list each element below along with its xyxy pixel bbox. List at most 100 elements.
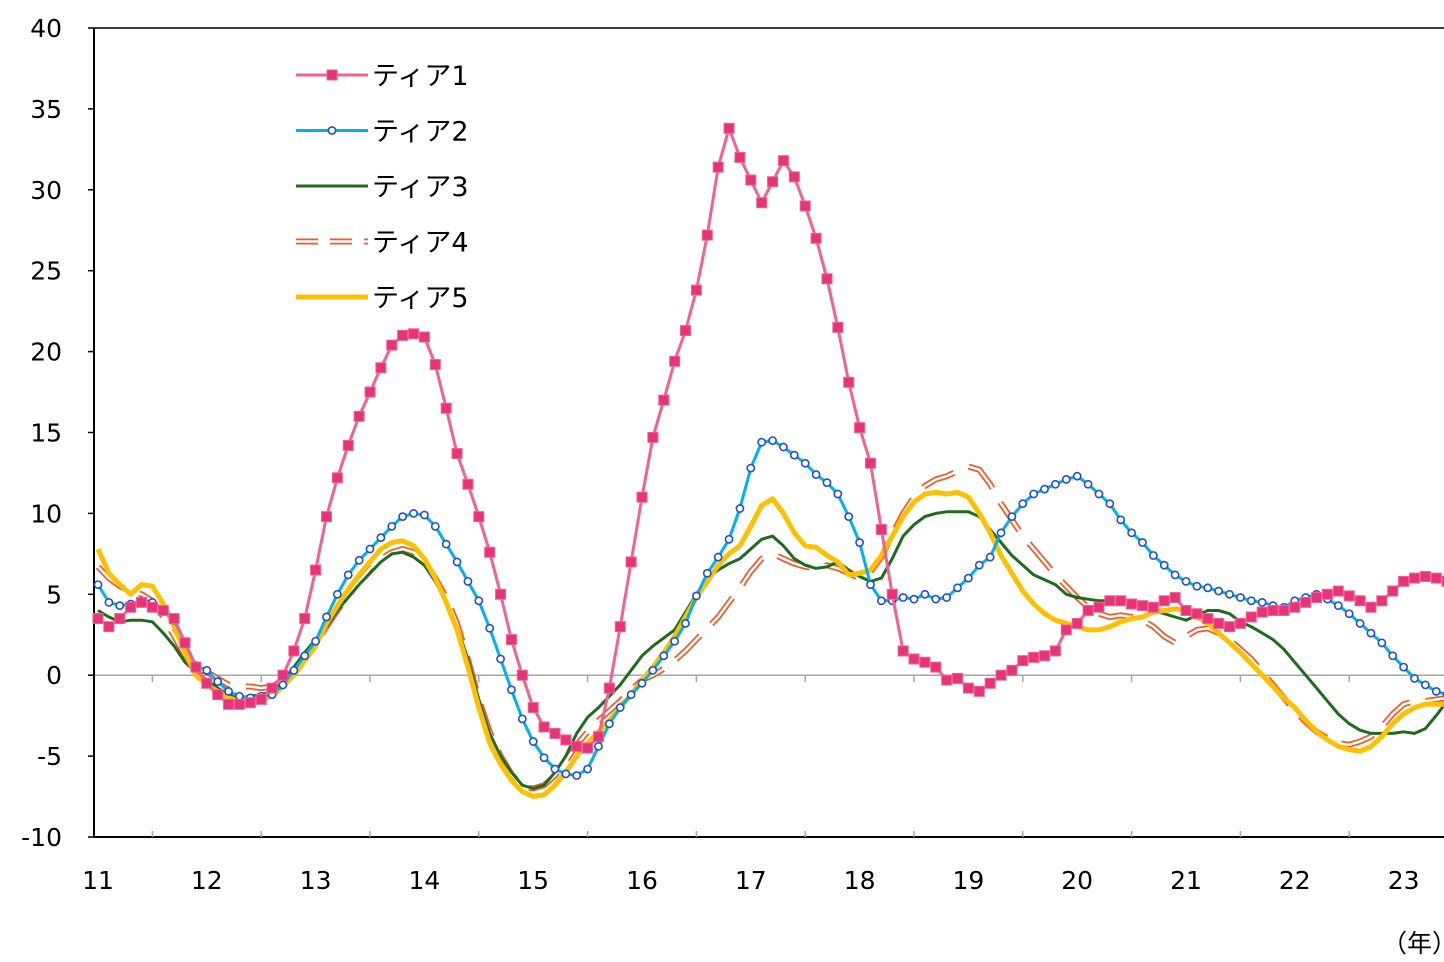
data-point	[233, 698, 245, 710]
data-point	[255, 693, 267, 705]
y-tick-label: 0	[46, 661, 62, 690]
data-point	[485, 623, 495, 633]
data-point	[788, 171, 800, 183]
data-point	[125, 601, 137, 613]
data-point	[1408, 572, 1420, 584]
data-point	[212, 689, 224, 701]
data-point	[343, 570, 353, 580]
y-tick-label: 20	[30, 338, 62, 367]
data-point	[757, 437, 767, 447]
data-point	[996, 528, 1006, 538]
data-point	[647, 431, 659, 443]
data-point	[289, 665, 299, 675]
data-point	[1116, 515, 1126, 525]
data-point	[604, 719, 614, 729]
data-point	[550, 764, 560, 774]
data-point	[745, 174, 757, 186]
data-point	[800, 458, 810, 468]
data-point	[1236, 593, 1245, 602]
y-tick-label: 5	[46, 580, 62, 609]
data-point	[1256, 606, 1268, 618]
data-point	[1039, 650, 1051, 662]
data-point	[1071, 617, 1083, 629]
y-tick-label: 10	[30, 499, 62, 528]
data-point	[702, 568, 712, 578]
data-point	[1245, 611, 1257, 623]
data-point	[419, 510, 429, 520]
legend-label: ティア5	[372, 283, 469, 314]
data-point	[648, 665, 658, 675]
data-point	[822, 478, 832, 488]
series-line	[96, 439, 1444, 777]
data-point	[1029, 489, 1039, 499]
data-point	[516, 669, 528, 681]
data-point	[1311, 592, 1323, 604]
legend: ティア1 ティア2 ティア3 ティア4 ティア5	[296, 61, 469, 314]
data-point	[669, 355, 681, 367]
data-point	[821, 273, 833, 285]
data-point	[484, 546, 496, 558]
data-point	[1431, 686, 1441, 696]
data-point	[603, 682, 615, 694]
data-point	[1332, 585, 1344, 597]
x-tick-label: 12	[191, 866, 223, 895]
data-point	[1158, 595, 1170, 607]
data-point	[854, 422, 866, 434]
data-point	[941, 674, 953, 686]
data-point	[680, 325, 692, 337]
data-point	[909, 594, 919, 604]
data-point	[614, 621, 626, 633]
data-point	[724, 534, 734, 544]
legend-label: ティア4	[372, 228, 469, 259]
data-point	[898, 593, 908, 602]
data-point	[844, 512, 854, 522]
data-point	[582, 742, 594, 754]
data-point	[1017, 655, 1029, 667]
data-point	[875, 524, 887, 536]
data-point	[332, 589, 342, 599]
y-tick-label: 15	[30, 419, 62, 448]
y-tick-label: -5	[37, 742, 62, 771]
y-tick-label: 25	[30, 257, 62, 286]
data-point	[179, 637, 191, 649]
data-point	[387, 521, 397, 531]
data-point	[1006, 664, 1018, 676]
data-point	[376, 533, 386, 543]
data-point	[1148, 551, 1158, 560]
data-point	[1126, 598, 1138, 610]
data-point	[1181, 576, 1191, 586]
data-point	[810, 232, 822, 244]
data-point	[626, 690, 636, 700]
data-point	[527, 702, 539, 714]
y-tick-label: 30	[30, 176, 62, 205]
data-point	[864, 457, 876, 469]
data-point	[103, 621, 115, 633]
data-point	[1138, 538, 1147, 547]
data-point	[463, 576, 473, 586]
data-point	[365, 544, 375, 554]
data-point	[1430, 572, 1442, 584]
data-point	[1214, 586, 1224, 596]
data-point	[1387, 585, 1399, 597]
legend-label: ティア2	[372, 117, 469, 148]
data-point	[973, 685, 985, 697]
data-point	[462, 478, 474, 490]
data-point	[1083, 479, 1093, 489]
data-point	[855, 538, 864, 547]
data-point	[136, 596, 148, 608]
data-point	[1257, 597, 1267, 607]
data-point	[1388, 651, 1398, 661]
x-tick-label: 19	[952, 866, 984, 895]
data-point	[734, 151, 746, 163]
data-point	[1169, 592, 1181, 604]
data-point	[659, 651, 669, 661]
data-point	[876, 596, 886, 606]
data-point	[115, 601, 125, 611]
data-point	[974, 560, 984, 570]
data-point	[625, 556, 637, 568]
data-point	[266, 682, 278, 694]
data-point	[114, 613, 126, 625]
data-point	[1225, 589, 1234, 599]
x-tick-label: 22	[1279, 866, 1311, 895]
